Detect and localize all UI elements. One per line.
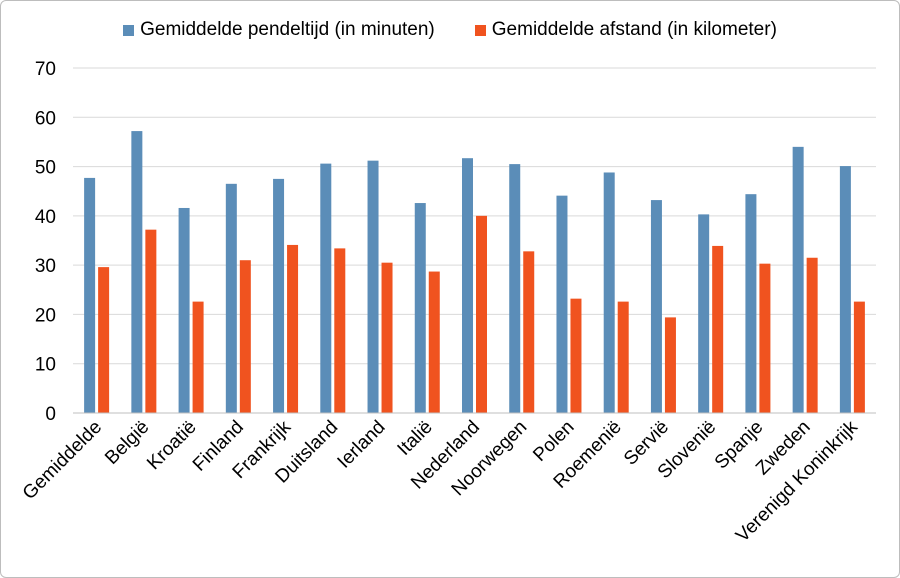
legend-item-commute-time: Gemiddelde pendeltijd (in minuten) [123,19,435,41]
legend-swatch-distance [474,24,486,36]
bar [523,251,535,413]
legend-label-commute-time: Gemiddelde pendeltijd (in minuten) [140,19,435,40]
y-tick-label: 30 [35,256,56,277]
bar [853,301,865,413]
bar [414,203,426,413]
bar [84,177,96,413]
bar [98,267,110,413]
bar [712,245,724,413]
bar [367,160,379,413]
bar [145,229,157,413]
bar [806,257,818,413]
bar [664,317,676,413]
legend-label-distance: Gemiddelde afstand (in kilometer) [491,19,777,40]
bar [650,200,662,413]
bar [225,183,237,413]
x-tick-label: Italië [394,417,437,460]
x-tick-label: Gemiddelde [19,417,106,504]
y-tick-label: 20 [35,305,56,326]
bar [617,301,629,413]
bar [462,158,473,413]
y-tick-label: 60 [35,108,56,129]
bar [178,207,190,413]
bar [192,301,204,413]
y-tick-label: 70 [35,59,56,80]
bar [334,248,346,413]
x-tick-label: Ierland [334,417,390,473]
bar [603,172,615,413]
bar [273,178,285,413]
x-tick-label: Kroatië [143,417,200,474]
bar [698,214,710,413]
y-tick-label: 40 [35,207,56,228]
bar [792,146,804,413]
bar [556,195,568,413]
bar [570,298,582,413]
bar [428,271,440,413]
bar [239,260,251,413]
y-tick-label: 50 [35,158,56,179]
bar [381,262,393,413]
legend: Gemiddelde pendeltijd (in minuten) Gemid… [0,16,900,44]
bar [287,244,299,413]
bar [745,194,757,413]
bar [509,164,521,413]
legend-item-distance: Gemiddelde afstand (in kilometer) [474,19,777,41]
bar [759,263,771,413]
bar [839,166,851,413]
y-tick-label: 10 [35,355,56,376]
bar [476,215,487,413]
bar [131,131,143,414]
bar [320,163,332,413]
legend-swatch-commute-time [123,24,135,36]
y-tick-label: 0 [45,404,56,425]
